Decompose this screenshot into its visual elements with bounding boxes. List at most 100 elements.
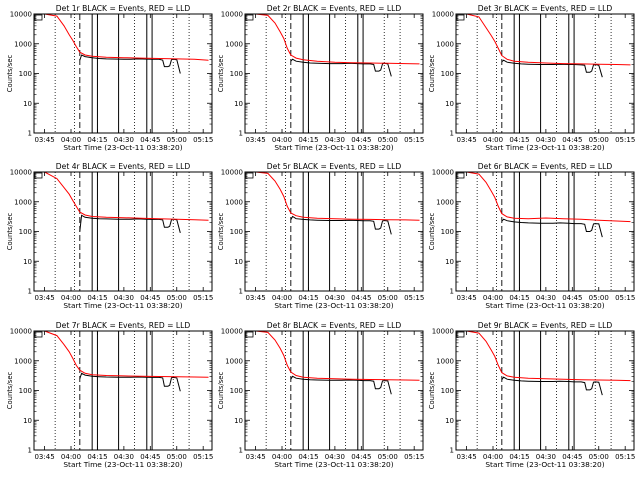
panel-2: Det 2r BLACK = Events, RED = LLD 1 10 100 10… bbox=[217, 4, 424, 152]
x-tick-label: 05:15 bbox=[404, 294, 424, 302]
y-tick-label: 1000 bbox=[436, 40, 454, 48]
series-lld bbox=[34, 14, 209, 61]
corner-marker bbox=[456, 14, 465, 21]
y-tick-label: 1 bbox=[450, 447, 454, 455]
series-events bbox=[501, 376, 603, 396]
x-tick-label: 04:30 bbox=[536, 453, 556, 461]
x-tick-label: 05:15 bbox=[615, 294, 635, 302]
x-tick-label: 03:45 bbox=[456, 136, 476, 144]
series-events bbox=[290, 58, 392, 77]
corner-marker bbox=[456, 172, 465, 179]
panel-9: Det 9r BLACK = Events, RED = LLD 1 10 100 10… bbox=[428, 321, 635, 469]
x-tick-label: 04:00 bbox=[483, 453, 503, 461]
x-tick-label: 04:15 bbox=[509, 294, 529, 302]
y-tick-label: 100 bbox=[19, 228, 32, 236]
x-tick-label: 05:15 bbox=[193, 136, 213, 144]
series-lld bbox=[245, 172, 420, 221]
x-axis-label: Start Time (23-Oct-11 03:38:20) bbox=[63, 301, 182, 310]
panel-title: Det 7r BLACK = Events, RED = LLD bbox=[56, 321, 191, 330]
panel-title: Det 4r BLACK = Events, RED = LLD bbox=[56, 162, 191, 171]
panel-7: Det 7r BLACK = Events, RED = LLD 1 10 100 10… bbox=[6, 321, 213, 469]
x-axis-label: Start Time (23-Oct-11 03:38:20) bbox=[274, 143, 393, 152]
series-lld bbox=[34, 331, 209, 378]
x-tick-label: 04:45 bbox=[140, 294, 160, 302]
y-tick-label: 100 bbox=[19, 387, 32, 395]
plot-frame bbox=[33, 330, 213, 451]
corner-marker bbox=[34, 172, 43, 179]
series-events bbox=[290, 215, 392, 235]
y-tick-label: 100 bbox=[230, 228, 243, 236]
y-tick-label: 1000 bbox=[225, 40, 243, 48]
x-tick-label: 04:00 bbox=[483, 136, 503, 144]
x-tick-label: 04:30 bbox=[325, 136, 345, 144]
x-tick-label: 03:45 bbox=[245, 453, 265, 461]
x-axis-label: Start Time (23-Oct-11 03:38:20) bbox=[274, 460, 393, 469]
y-tick-label: 100 bbox=[230, 70, 243, 78]
x-tick-label: 05:15 bbox=[615, 136, 635, 144]
y-tick-label: 10000 bbox=[10, 169, 32, 177]
y-axis-label: Counts/sec bbox=[217, 372, 225, 410]
y-tick-label: 10 bbox=[234, 417, 243, 425]
y-axis-label: Counts/sec bbox=[428, 372, 436, 410]
y-axis-label: Counts/sec bbox=[217, 213, 225, 251]
x-tick-label: 05:00 bbox=[378, 136, 398, 144]
x-tick-label: 04:30 bbox=[536, 294, 556, 302]
x-tick-label: 04:00 bbox=[272, 136, 292, 144]
plot-frame bbox=[455, 330, 635, 451]
y-tick-label: 10000 bbox=[10, 11, 32, 19]
x-tick-label: 04:00 bbox=[61, 453, 81, 461]
x-tick-label: 04:15 bbox=[509, 453, 529, 461]
x-tick-label: 04:00 bbox=[272, 453, 292, 461]
panel-5: Det 5r BLACK = Events, RED = LLD 1 10 100 10… bbox=[217, 162, 424, 310]
series-events bbox=[79, 372, 181, 392]
y-tick-label: 10000 bbox=[10, 328, 32, 336]
x-tick-label: 03:45 bbox=[34, 294, 54, 302]
y-tick-label: 10 bbox=[445, 258, 454, 266]
panel-title: Det 1r BLACK = Events, RED = LLD bbox=[56, 4, 191, 13]
y-axis-label: Counts/sec bbox=[217, 55, 225, 93]
plot-frame bbox=[455, 13, 635, 134]
series-events bbox=[501, 218, 603, 238]
x-tick-label: 03:45 bbox=[456, 294, 476, 302]
y-tick-label: 100 bbox=[230, 387, 243, 395]
series-lld bbox=[34, 172, 209, 221]
y-tick-label: 100 bbox=[441, 387, 454, 395]
x-axis-label: Start Time (23-Oct-11 03:38:20) bbox=[485, 460, 604, 469]
x-tick-label: 04:15 bbox=[298, 294, 318, 302]
y-axis-label: Counts/sec bbox=[6, 372, 14, 410]
plot-frame bbox=[244, 171, 424, 292]
x-tick-label: 03:45 bbox=[34, 136, 54, 144]
plot-frame bbox=[244, 330, 424, 451]
y-tick-label: 10 bbox=[234, 258, 243, 266]
y-tick-label: 10 bbox=[445, 417, 454, 425]
series-lld bbox=[245, 331, 420, 381]
x-tick-label: 03:45 bbox=[245, 136, 265, 144]
y-tick-label: 10 bbox=[23, 100, 32, 108]
x-axis-label: Start Time (23-Oct-11 03:38:20) bbox=[63, 143, 182, 152]
x-tick-label: 05:00 bbox=[167, 136, 187, 144]
corner-marker bbox=[456, 331, 465, 338]
x-tick-label: 04:30 bbox=[536, 136, 556, 144]
x-tick-label: 05:15 bbox=[615, 453, 635, 461]
panel-title: Det 3r BLACK = Events, RED = LLD bbox=[478, 4, 613, 13]
corner-marker bbox=[245, 172, 254, 179]
y-tick-label: 10000 bbox=[432, 328, 454, 336]
x-tick-label: 05:15 bbox=[193, 294, 213, 302]
x-tick-label: 04:45 bbox=[351, 294, 371, 302]
y-tick-label: 100 bbox=[19, 70, 32, 78]
x-tick-label: 04:15 bbox=[509, 136, 529, 144]
panel-8: Det 8r BLACK = Events, RED = LLD 1 10 100 10… bbox=[217, 321, 424, 469]
x-tick-label: 04:00 bbox=[272, 294, 292, 302]
y-tick-label: 1000 bbox=[225, 198, 243, 206]
y-tick-label: 100 bbox=[441, 70, 454, 78]
y-tick-label: 1000 bbox=[436, 357, 454, 365]
x-tick-label: 03:45 bbox=[456, 453, 476, 461]
x-axis-label: Start Time (23-Oct-11 03:38:20) bbox=[63, 460, 182, 469]
y-tick-label: 1000 bbox=[225, 357, 243, 365]
corner-marker bbox=[245, 331, 254, 338]
y-axis-label: Counts/sec bbox=[6, 213, 14, 251]
x-tick-label: 04:30 bbox=[114, 294, 134, 302]
panel-6: Det 6r BLACK = Events, RED = LLD 1 10 100 10… bbox=[428, 162, 635, 310]
x-tick-label: 05:00 bbox=[589, 453, 609, 461]
y-tick-label: 100 bbox=[441, 228, 454, 236]
